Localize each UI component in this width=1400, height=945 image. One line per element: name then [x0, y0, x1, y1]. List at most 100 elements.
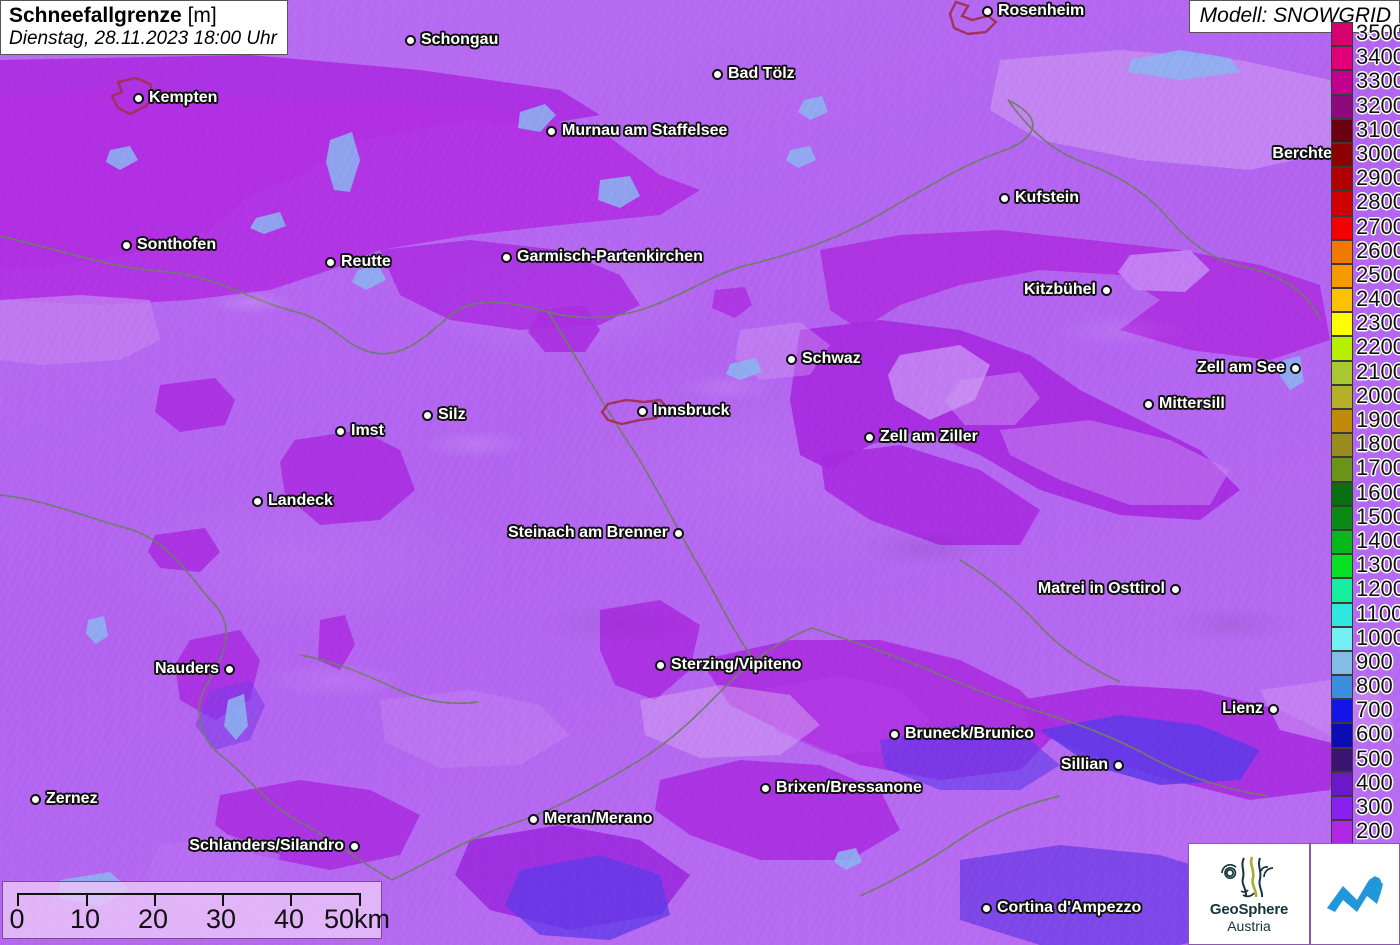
- scale-tick: [222, 895, 224, 906]
- scale-tick-label: 40: [273, 904, 305, 934]
- city-marker[interactable]: Sonthofen: [121, 236, 216, 254]
- legend-value-label: 3000: [1356, 140, 1400, 166]
- city-name-label: Sonthofen: [137, 236, 217, 253]
- city-dot-icon: [673, 527, 684, 539]
- city-marker[interactable]: Rosenheim: [982, 2, 1084, 20]
- legend-row: 400: [1328, 769, 1400, 796]
- city-marker[interactable]: Murnau am Staffelsee: [546, 122, 727, 140]
- legend-swatch: [1331, 481, 1353, 506]
- city-name-label: Zernez: [46, 790, 98, 807]
- city-marker[interactable]: Landeck: [252, 492, 333, 510]
- scale-tick-label: 0: [9, 904, 25, 934]
- city-marker[interactable]: Zell am See: [1197, 359, 1301, 377]
- city-marker[interactable]: Zell am Ziller: [864, 428, 978, 446]
- city-marker[interactable]: Schongau: [405, 31, 498, 49]
- city-marker[interactable]: Bad Tölz: [712, 65, 795, 83]
- legend-row: 1500: [1328, 504, 1400, 530]
- legend-row: 1800: [1328, 432, 1400, 458]
- city-dot-icon: [655, 659, 666, 671]
- city-marker[interactable]: Imst: [335, 422, 384, 440]
- city-marker[interactable]: Matrei in Osttirol: [1038, 580, 1181, 598]
- city-dot-icon: [501, 251, 512, 263]
- legend-swatch: [1331, 118, 1353, 143]
- city-name-label: Rosenheim: [998, 2, 1085, 19]
- city-marker[interactable]: Meran/Merano: [528, 810, 652, 828]
- legend-value-label: 400: [1356, 769, 1393, 795]
- city-dot-icon: [133, 92, 144, 104]
- legend-value-label: 2600: [1356, 237, 1400, 263]
- city-marker[interactable]: Kempten: [133, 89, 217, 107]
- city-marker[interactable]: Nauders: [155, 660, 235, 678]
- city-marker[interactable]: Kitzbühel: [1024, 281, 1112, 299]
- legend-row: 1900: [1328, 407, 1400, 434]
- city-marker[interactable]: Zernez: [30, 790, 98, 808]
- city-marker[interactable]: Brixen/Bressanone: [760, 779, 922, 797]
- scale-tick-label: 20: [137, 904, 169, 934]
- legend-row: 2700: [1328, 214, 1400, 240]
- legend-row: 3100: [1328, 116, 1400, 143]
- city-marker[interactable]: Schwaz: [786, 350, 861, 368]
- city-name-label: Kufstein: [1015, 189, 1079, 206]
- legend-row: 800: [1328, 673, 1400, 700]
- legend-row: 500: [1328, 746, 1400, 772]
- city-name-label: Garmisch-Partenkirchen: [517, 248, 703, 265]
- scale-tick: [290, 895, 292, 906]
- legend-value-label: 1400: [1356, 527, 1400, 553]
- legend-swatch: [1331, 723, 1353, 748]
- legend-row: 900: [1328, 649, 1400, 676]
- city-marker[interactable]: Schlanders/Silandro: [189, 837, 360, 855]
- city-dot-icon: [999, 192, 1010, 204]
- city-marker[interactable]: Reutte: [325, 253, 391, 271]
- city-marker[interactable]: Steinach am Brenner: [508, 524, 684, 542]
- legend-row: 2500: [1328, 262, 1400, 289]
- legend-value-label: 300: [1356, 794, 1393, 819]
- scale-bar-labels: 0 10 20 30 40 50km: [3, 904, 390, 936]
- legend-value-label: 1900: [1356, 407, 1400, 432]
- city-marker[interactable]: Sterzing/Vipiteno: [655, 656, 801, 674]
- city-dot-icon: [760, 782, 771, 794]
- city-marker[interactable]: Lienz: [1222, 700, 1279, 718]
- scale-tick: [86, 895, 88, 906]
- legend-value-label: 1000: [1356, 624, 1400, 650]
- legend-value-label: 2000: [1356, 382, 1400, 408]
- city-name-label: Schlanders/Silandro: [189, 837, 344, 854]
- city-marker[interactable]: Bruneck/Brunico: [889, 725, 1034, 743]
- legend-row: 1100: [1328, 601, 1400, 627]
- city-marker[interactable]: Silz: [422, 406, 466, 424]
- legend-swatch: [1331, 70, 1353, 95]
- legend-value-label: 3200: [1356, 92, 1400, 118]
- legend-row: 2200: [1328, 335, 1400, 361]
- scale-tick-label: 30: [205, 904, 237, 934]
- city-name-label: Nauders: [154, 660, 219, 677]
- legend-swatch: [1331, 360, 1353, 385]
- legend-swatch: [1331, 626, 1353, 651]
- city-marker[interactable]: Kufstein: [999, 189, 1079, 207]
- city-name-label: Lienz: [1222, 700, 1263, 717]
- legend-row: 3300: [1328, 69, 1400, 95]
- city-name-label: Silz: [438, 406, 466, 423]
- legend-swatch: [1331, 167, 1353, 192]
- city-dot-icon: [405, 34, 416, 46]
- legend-value-label: 3100: [1356, 116, 1400, 142]
- legend-value-label: 2100: [1356, 358, 1400, 384]
- legend-swatch: [1331, 384, 1353, 409]
- city-marker[interactable]: Innsbruck: [637, 402, 729, 420]
- city-name-label: Schongau: [421, 31, 499, 48]
- legend-value-label: 200: [1356, 818, 1393, 844]
- city-marker[interactable]: Sillian: [1061, 756, 1124, 774]
- city-name-label: Landeck: [268, 492, 333, 509]
- legend-value-label: 800: [1356, 673, 1393, 699]
- legend-value-label: 2300: [1356, 310, 1400, 336]
- legend-swatch: [1331, 215, 1353, 240]
- city-marker[interactable]: Mittersill: [1143, 395, 1225, 413]
- geosphere-contour-icon: [1221, 856, 1274, 897]
- city-dot-icon: [224, 663, 235, 675]
- legend-value-label: 3400: [1356, 44, 1400, 70]
- city-marker[interactable]: Garmisch-Partenkirchen: [501, 248, 703, 266]
- legend-swatch: [1331, 505, 1353, 530]
- city-name-label: Zell am See: [1196, 359, 1285, 376]
- city-marker[interactable]: Cortina d'Ampezzo: [981, 899, 1141, 917]
